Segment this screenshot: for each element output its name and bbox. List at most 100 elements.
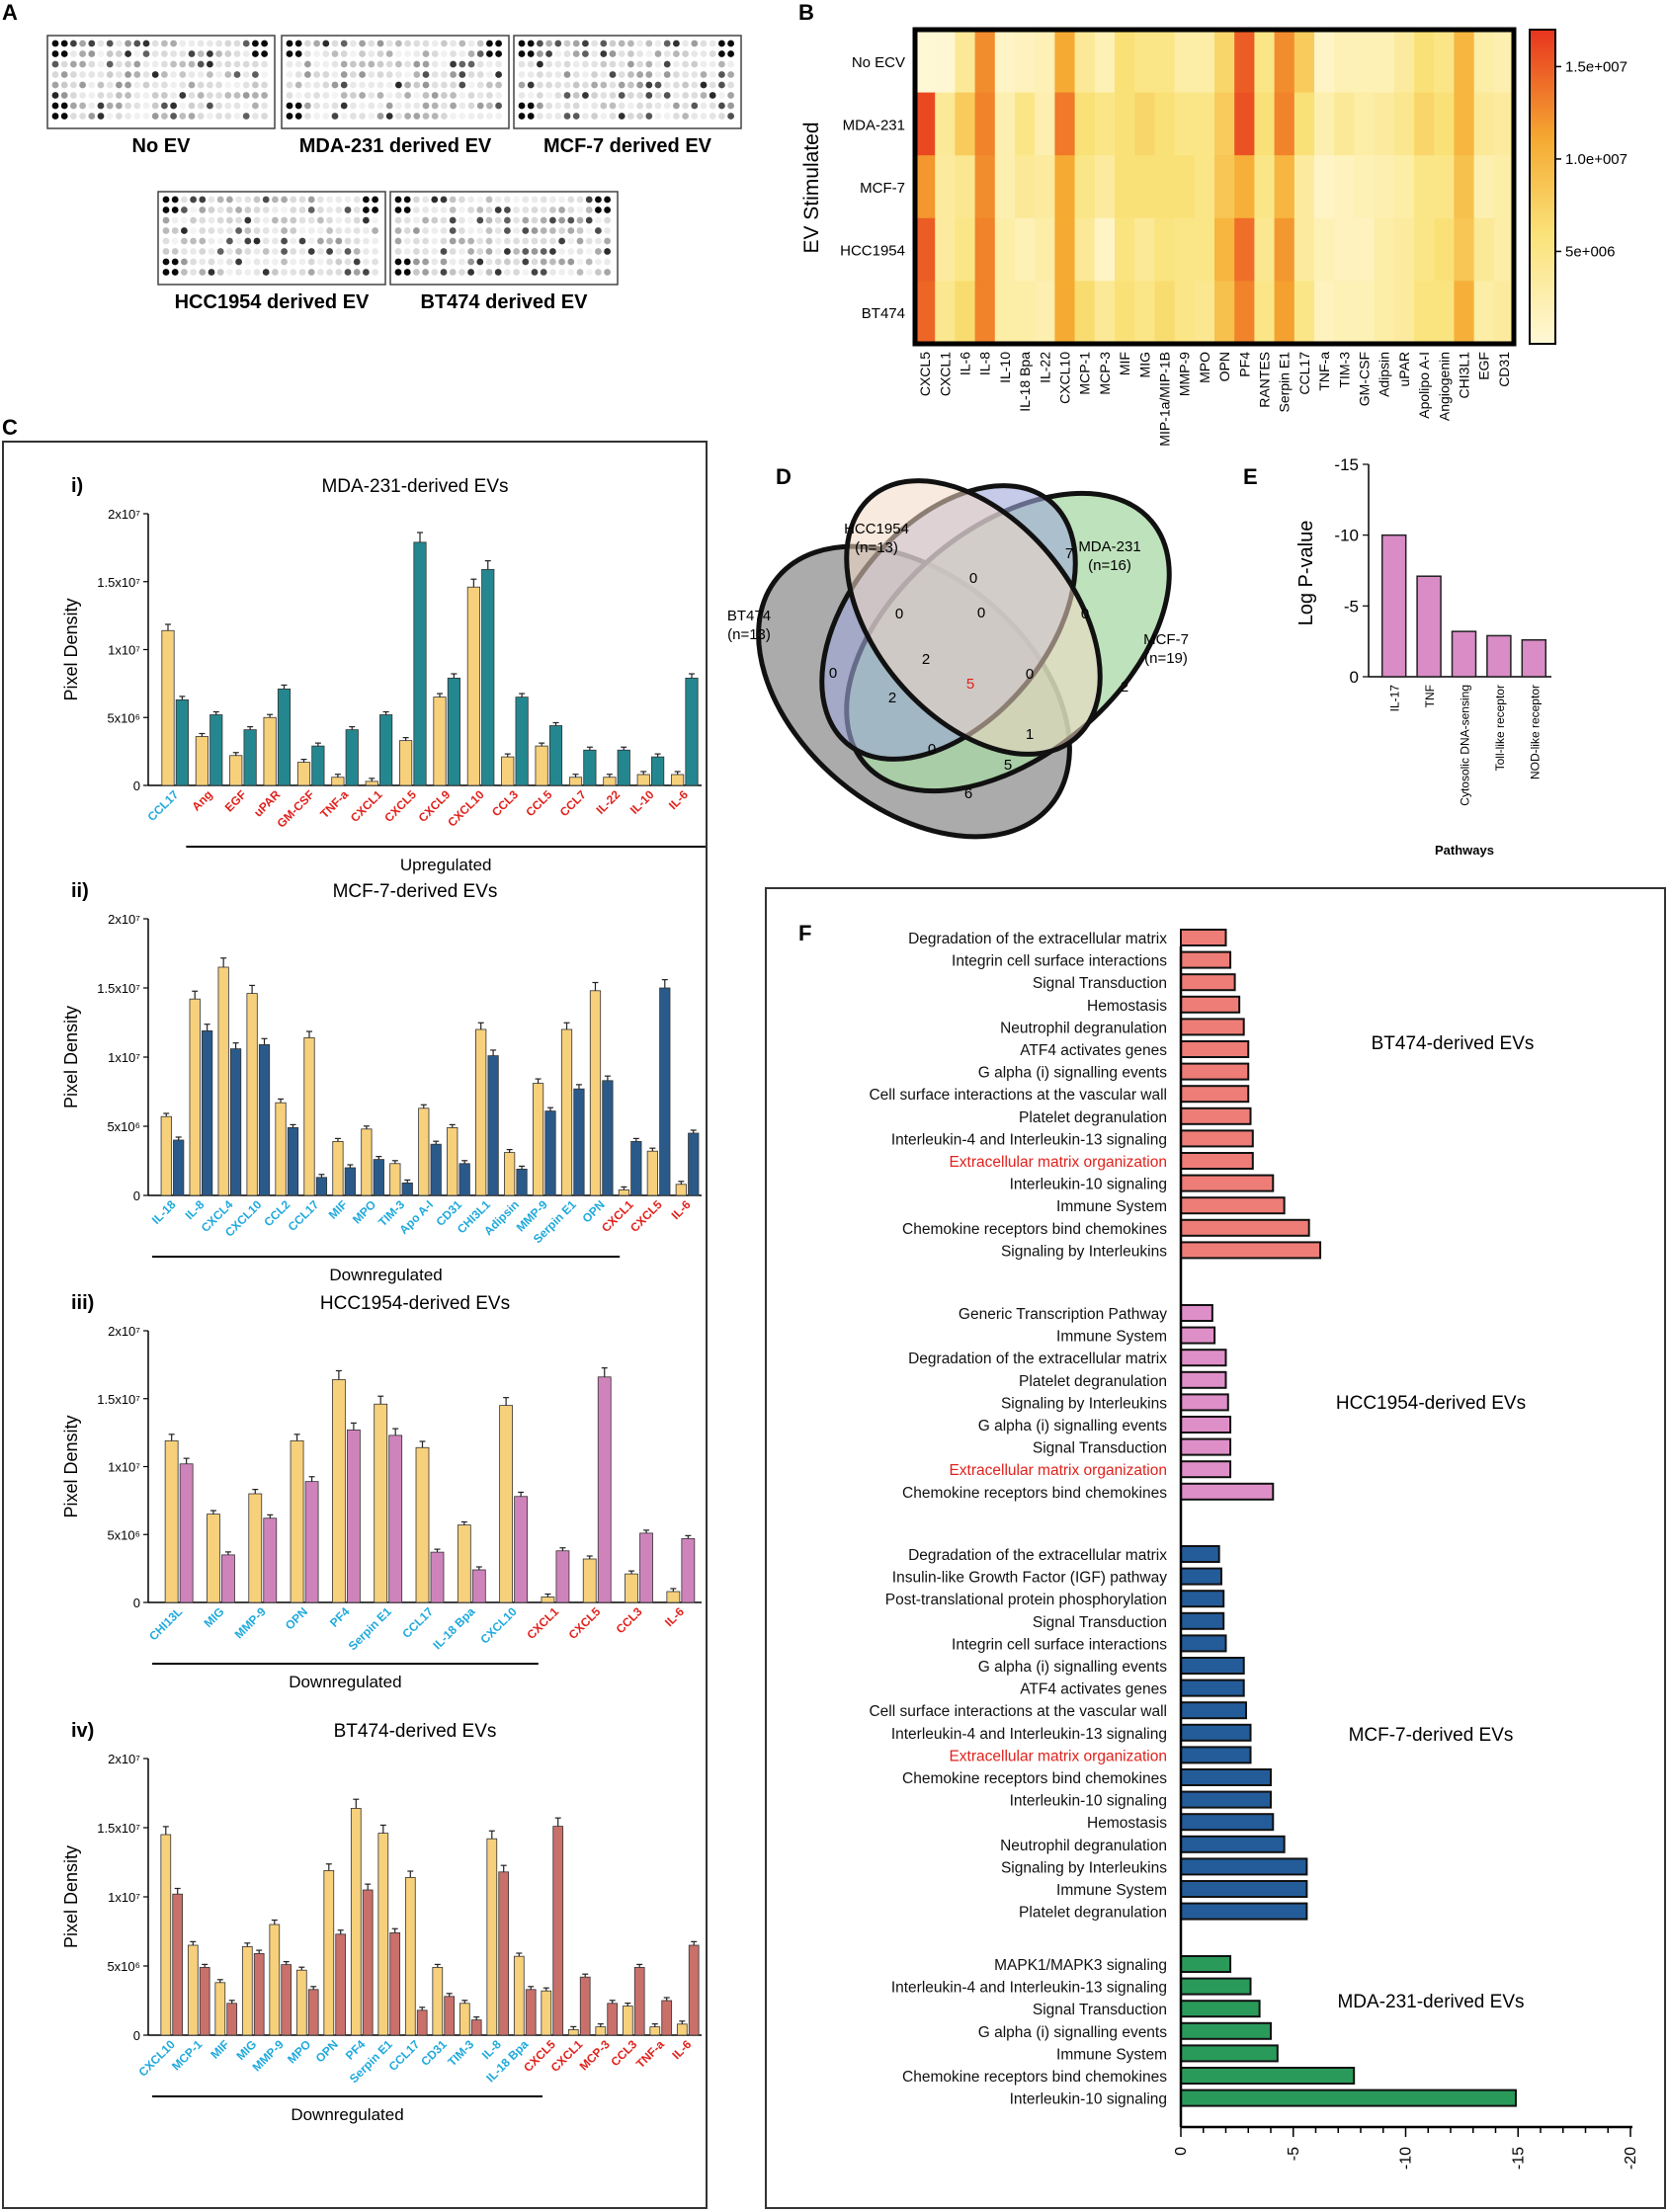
array-spot [344, 269, 352, 276]
array-spot [404, 102, 411, 110]
f-bar [1180, 1040, 1250, 1058]
array-spot [545, 40, 552, 47]
heatmap-cell [1314, 281, 1335, 345]
array-spot [294, 71, 302, 78]
array-spot [335, 269, 343, 276]
array-spot [591, 71, 598, 78]
heatmap-cell [1234, 30, 1255, 94]
array-spot [513, 227, 520, 234]
array-spot [142, 50, 150, 57]
y-tick-label: 2x10⁷ [108, 507, 140, 522]
heatmap-col-label: MCP-1 [1077, 352, 1093, 395]
array-spot [161, 81, 168, 89]
f-x-tick-label: -10 [1398, 2147, 1415, 2170]
array-spot [495, 81, 502, 89]
heatmap-cell [1254, 92, 1276, 156]
array-spot [727, 71, 734, 78]
heatmap-cell [1354, 30, 1376, 94]
array-spot [572, 50, 580, 57]
bar-control [269, 1924, 281, 2036]
heatmap-cell [994, 217, 1016, 282]
category-label: IL-18 Bpa [430, 1604, 477, 1652]
array-spot [188, 81, 196, 89]
heatmap-cell [1094, 92, 1116, 156]
array-spot [476, 50, 484, 57]
array-spot [106, 81, 114, 89]
array-spot [467, 258, 474, 266]
category-label: OPN [313, 2037, 341, 2065]
bar-ev [498, 1871, 510, 2036]
array-spot [485, 216, 493, 224]
array-spot [188, 113, 196, 120]
array-spot [161, 71, 168, 78]
bar-ev [617, 749, 630, 786]
array-spot [531, 258, 539, 266]
heatmap-cell [1274, 92, 1295, 156]
array-spot [363, 227, 370, 234]
array-spot [476, 71, 484, 78]
heatmap-cell [1094, 30, 1116, 94]
array-spot [545, 50, 552, 57]
array-spot [618, 113, 626, 120]
chart-roman: i) [71, 475, 83, 497]
array-spot [326, 206, 333, 213]
array-spot [170, 40, 178, 47]
array-spot [585, 196, 593, 204]
category-label: CCL17 [286, 1197, 322, 1234]
array-spot [459, 81, 466, 89]
array-spot [368, 113, 376, 120]
array-spot [495, 50, 502, 57]
array-spot [181, 196, 188, 204]
array-spot [485, 258, 493, 266]
array-spot [253, 206, 261, 213]
array-spot [181, 237, 188, 245]
bar-ev [430, 1551, 445, 1603]
f-bar-label: Interleukin-4 and Interleukin-13 signali… [891, 1131, 1167, 1148]
panel-c-letter: C [2, 415, 18, 440]
array-spot [252, 92, 259, 99]
heatmap-cell [1334, 155, 1355, 219]
category-label: IL-6 [662, 1604, 687, 1629]
array-spot [636, 81, 643, 89]
venn-count: 0 [969, 570, 977, 587]
f-bar [1180, 2044, 1279, 2063]
f-group-label: MDA-231-derived EVs [1337, 1992, 1524, 2012]
array-spot [244, 269, 252, 276]
bar-ev [416, 2009, 428, 2036]
heatmap-col-label: PF4 [1236, 352, 1252, 377]
array-spot [170, 60, 178, 68]
array-spot [350, 40, 357, 47]
array-spot [467, 40, 475, 47]
heatmap-cell [1214, 281, 1235, 345]
array-spot [116, 40, 123, 47]
array-spot [51, 113, 59, 120]
array-spot [527, 71, 535, 78]
array-spot [331, 81, 339, 89]
array-spot [242, 102, 250, 110]
array-spot [359, 71, 366, 78]
array-spot [654, 50, 662, 57]
array-spot [718, 71, 725, 78]
array-spot [161, 113, 168, 120]
array-spot [304, 92, 311, 99]
array-spot [79, 102, 86, 110]
array-spot [709, 92, 716, 99]
array-spot [595, 216, 602, 224]
array-spot [618, 40, 626, 47]
heatmap-cell [1115, 30, 1135, 94]
bar-ev [444, 1996, 456, 2036]
array-spot [518, 71, 526, 78]
heatmap-col-label: MIP-1a/MIP-1B [1157, 352, 1173, 447]
array-spot [262, 206, 270, 213]
array-spot [513, 258, 520, 266]
array-spot [450, 92, 457, 99]
array-spot [522, 248, 530, 255]
array-spot [576, 258, 584, 266]
panel-a-letter: A [2, 0, 18, 25]
heatmap-border [912, 27, 1517, 347]
y-tick-label: 0 [133, 1596, 140, 1610]
array-spot [162, 258, 170, 266]
array-spot [133, 81, 141, 89]
heatmap-cell [1035, 281, 1055, 345]
array-spot [395, 81, 402, 89]
